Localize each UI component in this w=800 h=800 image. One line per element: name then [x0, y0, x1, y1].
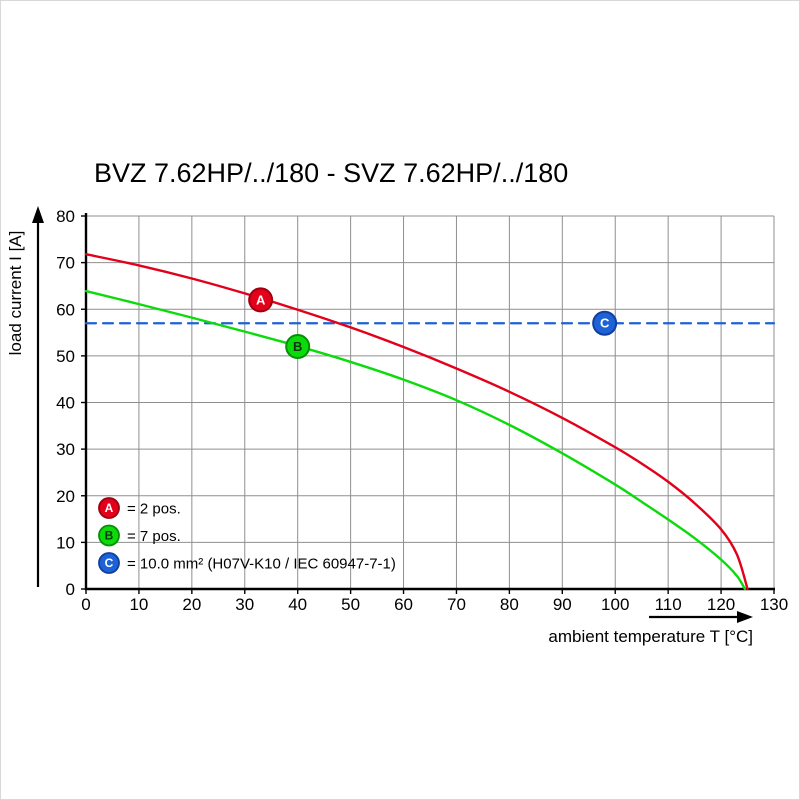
x-tick-label-20: 20 — [182, 595, 201, 614]
y-tick-label-60: 60 — [56, 300, 75, 319]
x-tick-label-120: 120 — [707, 595, 735, 614]
y-tick-label-30: 30 — [56, 440, 75, 459]
x-tick-label-30: 30 — [235, 595, 254, 614]
curve-A — [84, 253, 749, 591]
legend-marker-letter-C: C — [105, 556, 114, 570]
marker-A — [248, 287, 274, 313]
y-tick-label-20: 20 — [56, 487, 75, 506]
legend-marker-B — [98, 524, 120, 547]
marker-letter-B: B — [293, 339, 302, 354]
y-tick-label-40: 40 — [56, 394, 75, 413]
legend-marker-letter-B: B — [105, 529, 114, 543]
marker-letter-A: A — [256, 292, 266, 307]
marker-B — [285, 334, 311, 360]
x-tick-label-60: 60 — [394, 595, 413, 614]
curve-B — [84, 289, 747, 591]
x-tick-label-90: 90 — [553, 595, 572, 614]
x-tick-label-70: 70 — [447, 595, 466, 614]
x-tick-label-40: 40 — [288, 595, 307, 614]
y-tick-label-50: 50 — [56, 347, 75, 366]
x-axis-arrow-head-icon — [737, 611, 753, 623]
x-tick-label-130: 130 — [760, 595, 788, 614]
y-tick-label-10: 10 — [56, 533, 75, 552]
y-axis-arrow-head-icon — [32, 206, 44, 223]
marker-letter-C: C — [600, 316, 610, 331]
legend-label-B: = 7 pos. — [127, 528, 181, 545]
y-axis-label: load current I [A] — [6, 231, 25, 356]
x-tick-label-50: 50 — [341, 595, 360, 614]
marker-C — [592, 310, 618, 336]
y-tick-label-70: 70 — [56, 254, 75, 273]
x-tick-label-0: 0 — [81, 595, 90, 614]
x-tick-label-10: 10 — [129, 595, 148, 614]
x-axis-label: ambient temperature T [°C] — [548, 627, 753, 646]
legend-label-A: = 2 pos. — [127, 501, 181, 518]
x-tick-label-100: 100 — [601, 595, 629, 614]
x-tick-label-80: 80 — [500, 595, 519, 614]
y-tick-label-80: 80 — [56, 207, 75, 226]
y-tick-label-0: 0 — [66, 580, 75, 599]
legend-marker-A — [98, 497, 120, 519]
legend-marker-C — [98, 552, 120, 574]
x-tick-label-110: 110 — [655, 595, 682, 614]
chart-title: BVZ 7.62HP/../180 - SVZ 7.62HP/../180 — [94, 158, 569, 188]
legend-label-C: = 10.0 mm² (H07V-K10 / IEC 60947-7-1) — [127, 556, 396, 573]
legend-marker-letter-A: A — [105, 501, 114, 515]
